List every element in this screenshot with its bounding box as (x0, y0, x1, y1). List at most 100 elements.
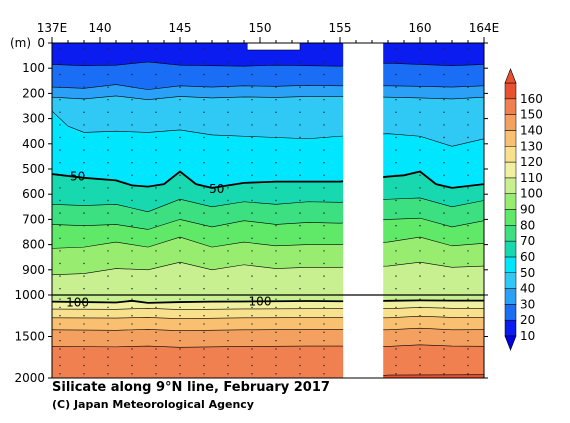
station-dot (155, 225, 157, 227)
station-dot (251, 237, 253, 239)
station-dot (131, 250, 133, 252)
station-dot (299, 315, 301, 317)
station-dot (467, 225, 469, 227)
station-dot (83, 111, 85, 114)
station-dot (179, 356, 181, 358)
station-dot (251, 348, 253, 350)
station-dot (251, 373, 253, 375)
station-dot (131, 288, 133, 290)
station-dot (179, 61, 181, 63)
colorbar-label: 50 (520, 266, 535, 280)
station-dot (443, 124, 445, 126)
station-dot (179, 298, 181, 300)
station-dot (275, 315, 277, 317)
colorbar-segment (504, 161, 517, 179)
station-dot (323, 162, 325, 164)
station-dot (299, 262, 301, 265)
colorbar-label: 30 (520, 297, 535, 311)
colorbar-label: 70 (520, 234, 535, 248)
y-tick-label: 800 (22, 238, 45, 252)
station-dot (179, 86, 181, 88)
station-dot (203, 149, 205, 151)
station-dot (155, 199, 157, 202)
station-dot (59, 73, 61, 76)
station-dot (323, 348, 325, 350)
missing-data-band (343, 43, 384, 378)
station-dot (251, 124, 253, 126)
station-dot (107, 174, 109, 176)
station-dot (275, 149, 277, 151)
station-dot (275, 356, 277, 358)
station-dot (395, 323, 397, 325)
y-tick-label: 100 (22, 61, 45, 75)
station-dot (83, 225, 85, 227)
station-dot (179, 237, 181, 239)
station-dot (203, 250, 205, 252)
station-dot (227, 86, 229, 88)
station-dot (131, 339, 133, 342)
station-dot (275, 331, 277, 334)
station-dot (443, 225, 445, 227)
station-dot (203, 61, 205, 63)
station-dot (419, 61, 421, 63)
contour-line-50 (52, 170, 484, 189)
station-dot (323, 275, 325, 277)
station-dot (395, 275, 397, 277)
station-dot (275, 162, 277, 164)
station-dot (323, 323, 325, 325)
station-dot (203, 262, 205, 265)
x-tick-label: 137E (37, 21, 68, 35)
station-dot (419, 174, 421, 176)
station-dot (323, 124, 325, 126)
station-dot (227, 73, 229, 76)
station-dot (107, 288, 109, 290)
station-dot (323, 364, 325, 367)
station-dot (395, 86, 397, 88)
station-dot (227, 373, 229, 375)
station-dot (155, 315, 157, 317)
station-dot (419, 111, 421, 114)
contour-line-20 (52, 84, 484, 90)
contour-label: 100 (66, 295, 89, 309)
station-dot (107, 298, 109, 300)
station-dot (227, 136, 229, 139)
station-dot (443, 162, 445, 164)
colorbar-top-arrow (504, 68, 517, 84)
y-tick-label: 2000 (14, 371, 45, 385)
station-dot (179, 174, 181, 176)
station-dot (275, 262, 277, 265)
station-dot (59, 331, 61, 334)
station-dot (83, 348, 85, 350)
station-dot (83, 124, 85, 126)
station-dot (419, 73, 421, 76)
station-dot (83, 61, 85, 63)
station-dot (395, 187, 397, 189)
fill-band-130 (52, 328, 484, 348)
colorbar-segment (504, 193, 517, 210)
station-dot (443, 86, 445, 88)
station-dot (131, 275, 133, 277)
station-dot (227, 262, 229, 265)
station-dot (419, 339, 421, 342)
station-dot (251, 199, 253, 202)
station-dot (83, 315, 85, 317)
station-dot (59, 48, 61, 50)
station-dot (107, 250, 109, 252)
station-dot (179, 323, 181, 325)
station-dot (227, 237, 229, 239)
station-dot (395, 124, 397, 126)
contour-line-90 (52, 261, 484, 276)
station-dot (131, 237, 133, 239)
station-dot (443, 111, 445, 114)
station-dot (131, 331, 133, 334)
station-dot (107, 339, 109, 342)
station-dot (467, 212, 469, 214)
station-dot (179, 339, 181, 342)
station-dot (323, 339, 325, 342)
x-tick-label: 160 (409, 21, 432, 35)
station-dot (395, 99, 397, 101)
station-dot (227, 315, 229, 317)
station-dot (107, 212, 109, 214)
colorbar-segment (504, 319, 517, 337)
station-dot (419, 356, 421, 358)
